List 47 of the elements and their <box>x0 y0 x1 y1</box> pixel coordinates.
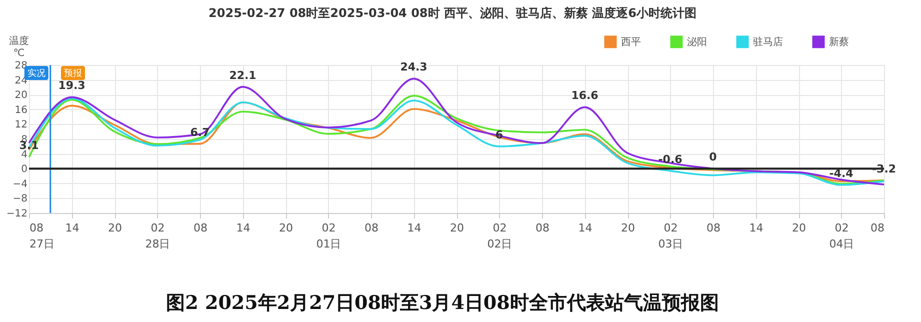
x-tick-label: 08 <box>536 222 550 234</box>
x-tick-label: 14 <box>236 222 250 234</box>
x-tick-label: 20 <box>792 222 806 234</box>
x-tick-label: 08 <box>194 222 208 234</box>
y-tick-label: 12 <box>14 120 28 131</box>
caption: 图2 2025年2月27日08时至3月4日08时全市代表站气温预报图 <box>166 292 719 314</box>
legend-label: 西平 <box>621 36 641 48</box>
x-tick-label: 08 <box>364 222 378 234</box>
x-tick-label: 14 <box>407 222 422 234</box>
x-tick-label: 20 <box>108 222 122 234</box>
y-tick-label: 20 <box>14 90 28 102</box>
x-tick-label: 08 <box>870 222 884 234</box>
x-tick-label: 08 27日 <box>30 222 54 250</box>
legend-label: 泌阳 <box>687 36 707 48</box>
annotation: 6 <box>495 128 504 142</box>
annotation: 16.6 <box>571 89 599 102</box>
y-tick-label: −12 <box>6 208 28 220</box>
x-tick-label: 14 <box>65 222 80 234</box>
ref-line-label: 实况 <box>27 68 46 79</box>
annotation: 预报 <box>64 68 82 79</box>
y-tick-label: 16 <box>14 104 28 116</box>
x-tick-label: 14 <box>749 222 764 234</box>
x-tick-label: 08 <box>706 222 720 234</box>
y-tick-label: −8 <box>12 194 28 205</box>
annotation: 22.1 <box>229 68 256 82</box>
annotation: -0.6 <box>658 152 683 166</box>
y-tick-label: −4 <box>12 178 28 190</box>
annotation: -4.4 <box>829 166 854 180</box>
x-tick-label: 02 28日 <box>145 222 170 250</box>
annotation: 19.3 <box>58 79 86 92</box>
legend-label: 新蔡 <box>829 36 849 48</box>
annotation: -3.2 <box>872 162 896 176</box>
x-tick-label: 20 <box>621 222 635 234</box>
y-tick-label: 4 <box>21 149 28 160</box>
x-tick-label: 20 <box>450 222 464 234</box>
x-tick-label: 02 01日 <box>316 222 342 250</box>
x-tick-label: 20 <box>279 222 293 234</box>
x-tick-label: 02 04日 <box>829 222 854 250</box>
chart-title: 2025-02-27 08时至2025-03-04 08时 西平、泌阳、驻马店、新蔡 温度逐6小时统计图 <box>208 6 696 20</box>
x-tick-label: 14 <box>578 222 592 234</box>
annotation: 0 <box>709 150 718 164</box>
annotation: 24.3 <box>400 60 428 74</box>
y-tick-label: 0 <box>21 164 28 176</box>
legend-label: 驻马店 <box>753 36 783 48</box>
y-axis-title: 温度 ℃ <box>9 35 29 59</box>
x-tick-label: 02 02日 <box>487 222 512 250</box>
x-tick-label: 02 03日 <box>658 222 684 250</box>
